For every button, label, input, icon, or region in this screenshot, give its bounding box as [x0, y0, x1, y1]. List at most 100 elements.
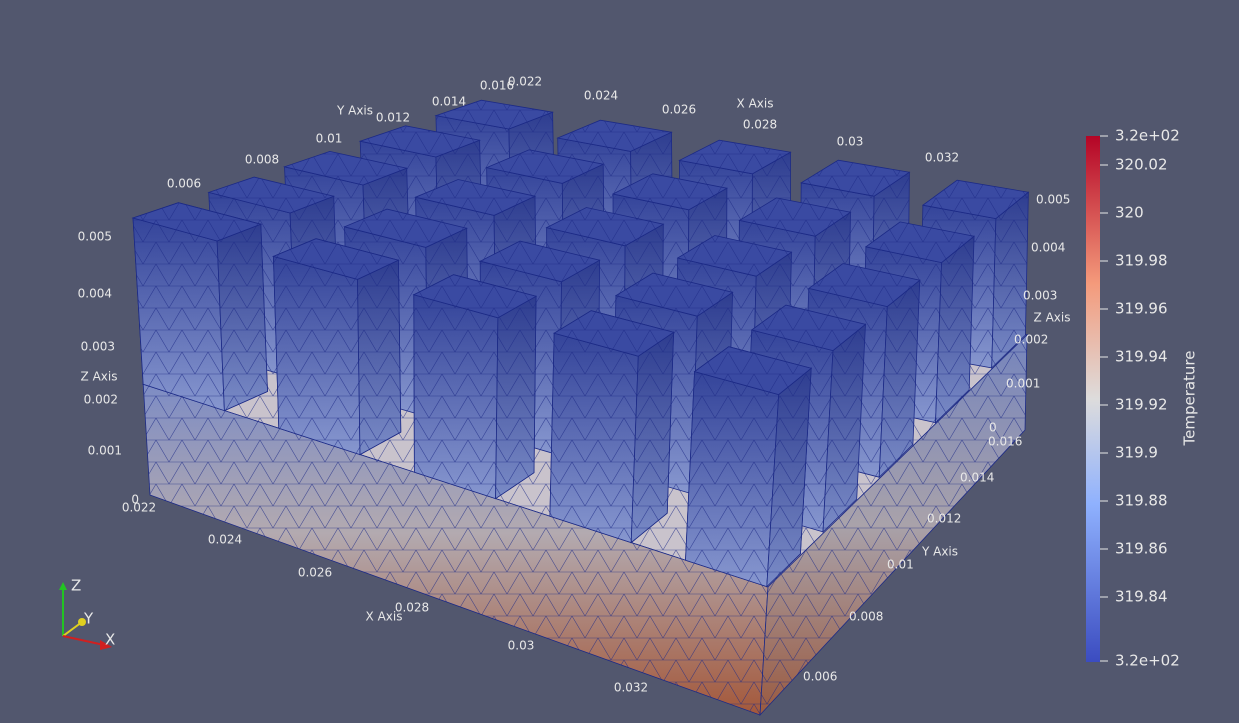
tick-label: 0.005 [1036, 193, 1070, 207]
fin-top-mesh [613, 173, 727, 210]
fin-top-mesh [557, 120, 672, 152]
fin-top-mesh [677, 235, 792, 277]
colorbar-labels: 3.2e+02 320.02 320 319.98 319.96 319.94 319.92… [1100, 127, 1180, 670]
fin-front-mesh [413, 294, 498, 499]
orientation-axes: Z Y X [59, 577, 115, 650]
tick-label: 0.022 [508, 75, 542, 89]
fin-top-mesh [751, 305, 866, 351]
axis-title: Z Axis [1034, 311, 1071, 325]
fin-side-mesh [766, 368, 812, 587]
fin-top-mesh [546, 207, 664, 246]
fin-top-mesh [554, 310, 674, 357]
colorbar-label: 320 [1115, 204, 1144, 222]
fin-side-mesh [991, 192, 1029, 368]
fin-front-mesh [685, 371, 779, 587]
tick-label: 0.03 [837, 135, 864, 149]
tick-label: 0.026 [662, 103, 696, 117]
fin-front-mesh [133, 218, 225, 411]
heat-sink-model [131, 99, 1030, 717]
fin-top-mesh [435, 100, 553, 129]
tick-label: 0.016 [988, 435, 1022, 449]
fin-front-mesh [273, 256, 360, 455]
tick-label: 0.012 [927, 512, 961, 526]
colorbar-title: Temperature [1181, 350, 1199, 446]
tick-label: 0.028 [395, 601, 429, 615]
tick-label: 0.003 [1023, 289, 1057, 303]
colorbar-label: 319.98 [1115, 252, 1168, 270]
colorbar-label: 319.88 [1115, 492, 1168, 510]
tick-label: 0 [131, 493, 139, 507]
base-right-mesh [760, 334, 1027, 715]
colorbar-label: 3.2e+02 [1115, 127, 1180, 145]
fin-top-mesh [133, 202, 261, 241]
fin-top-mesh [284, 151, 407, 185]
tick-label: 0.024 [208, 533, 242, 547]
tick-label: 0.026 [298, 566, 332, 580]
x-arrow [62, 635, 105, 646]
fin-top-mesh [344, 209, 467, 248]
fin-top-mesh [360, 125, 480, 157]
colorbar-label: 319.84 [1115, 588, 1168, 606]
tick-label: 0.004 [1031, 241, 1065, 255]
colorbar-label: 320.02 [1115, 156, 1168, 174]
axis-title: Z Axis [81, 370, 118, 384]
fin-top-mesh [808, 263, 920, 307]
y-label: Y [83, 610, 94, 628]
fin-top-mesh [922, 180, 1029, 219]
tick-label: 0.005 [78, 230, 112, 244]
fin-top-mesh [739, 197, 851, 237]
fin-top-mesh [413, 274, 536, 318]
tick-label: 0.022 [122, 501, 156, 515]
fin-top-mesh [801, 160, 910, 197]
fin-front-mesh [549, 333, 639, 543]
tick-label: 0.028 [743, 118, 777, 132]
colorbar [1086, 136, 1100, 662]
tick-label: 0.01 [887, 558, 914, 572]
fin-side-mesh [823, 324, 866, 532]
axis-title: X Axis [366, 610, 403, 624]
z-label: Z [71, 577, 81, 595]
fin-top-mesh [480, 241, 600, 282]
tick-label: 0.032 [925, 151, 959, 165]
fin-side-mesh [935, 236, 975, 423]
x-arrowhead [100, 640, 112, 650]
fin-side-mesh [495, 296, 536, 499]
tick-label: 0.024 [584, 89, 618, 103]
tick-label: 0.006 [167, 177, 201, 191]
fin-top-mesh [415, 179, 535, 216]
tick-label: 0.014 [960, 471, 994, 485]
colorbar-label: 319.92 [1115, 396, 1168, 414]
tick-label: 0.001 [88, 444, 122, 458]
base-front-mesh [143, 384, 768, 715]
axis-title: Y Axis [921, 545, 958, 559]
colorbar-label: 319.96 [1115, 300, 1168, 318]
tick-label: 0.014 [432, 95, 466, 109]
colorbar-label: 319.94 [1115, 348, 1168, 366]
fin-top-mesh [679, 140, 791, 174]
tick-label: 0.003 [81, 340, 115, 354]
axis-title: X Axis [737, 97, 774, 111]
fin-side-mesh [631, 332, 674, 543]
tick-label: 0.008 [849, 610, 883, 624]
fin-top-mesh [865, 221, 975, 263]
tick-label: 0.006 [803, 670, 837, 684]
y-arrowhead [78, 618, 86, 626]
fin-side-mesh [357, 260, 401, 455]
fin-side-mesh [217, 224, 268, 411]
axis-labels: X Axis 0.022 0.024 0.026 0.028 0.03 0.032 Y Axi… [78, 75, 1071, 695]
fin-top-mesh [486, 149, 604, 184]
tick-label: 0.002 [1014, 333, 1048, 347]
fin-top-mesh [694, 346, 812, 395]
axis-title: Y Axis [336, 104, 373, 118]
fin-top-mesh [615, 273, 733, 317]
tick-label: 0.012 [376, 111, 410, 125]
colorbar-label: 3.2e+02 [1115, 652, 1180, 670]
z-arrowhead [59, 582, 67, 590]
tick-label: 0.01 [316, 132, 343, 146]
colorbar-label: 319.9 [1115, 444, 1158, 462]
tick-label: 0.002 [84, 393, 118, 407]
fin-top-mesh [273, 238, 399, 280]
tick-label: 0 [989, 421, 997, 435]
tick-label: 0.008 [245, 153, 279, 167]
